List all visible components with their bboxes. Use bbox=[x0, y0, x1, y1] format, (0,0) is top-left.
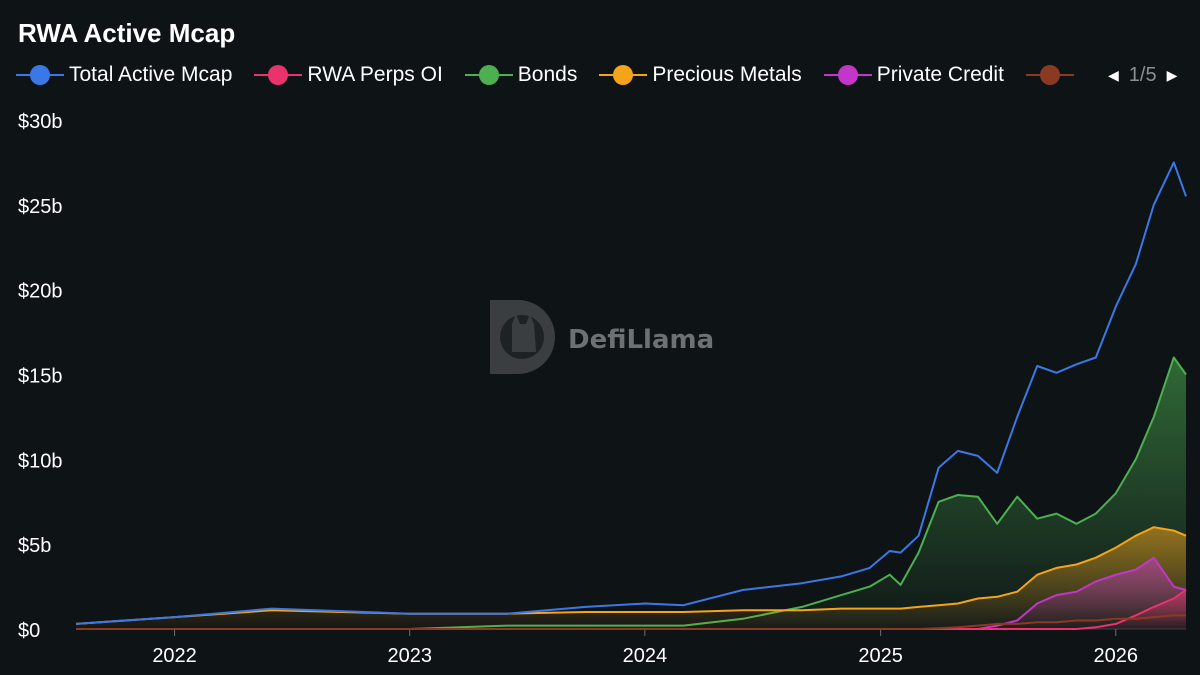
legend-swatch-icon bbox=[823, 65, 872, 85]
legend-label: Private Credit bbox=[876, 63, 1004, 86]
legend-swatch-icon bbox=[254, 65, 303, 85]
legend-label: RWA Perps OI bbox=[307, 63, 443, 86]
y-tick-label: $10b bbox=[18, 450, 63, 472]
y-tick-label: $15b bbox=[18, 366, 63, 388]
legend-swatch-icon bbox=[1025, 65, 1074, 85]
llama-logo-icon bbox=[490, 300, 555, 374]
legend: Total Active Mcap RWA Perps OI Bonds Precio… bbox=[16, 60, 1101, 90]
legend-swatch-icon bbox=[16, 65, 64, 85]
x-tick-label: 2026 bbox=[1094, 645, 1139, 667]
series-line-series-5 bbox=[76, 614, 1186, 630]
x-tick-label: 2025 bbox=[858, 645, 903, 667]
legend-item[interactable]: Precious Metals bbox=[599, 63, 802, 87]
y-tick-label: $25b bbox=[18, 196, 63, 218]
legend-item[interactable]: RWA Perps OI bbox=[254, 63, 443, 87]
legend-item[interactable]: Private Credit bbox=[823, 63, 1004, 87]
plot-area bbox=[75, 161, 1187, 630]
y-tick-label: $30b bbox=[18, 111, 63, 133]
legend-item[interactable]: Total Active Mcap bbox=[16, 63, 232, 87]
x-tick-label: 2023 bbox=[387, 645, 432, 667]
chart-title: RWA Active Mcap bbox=[18, 18, 236, 48]
legend-prev-button[interactable]: ◀ bbox=[1108, 66, 1119, 83]
y-tick-label: $5b bbox=[18, 535, 51, 557]
legend-item[interactable]: Bonds bbox=[464, 63, 578, 87]
series-line-precious-metals bbox=[75, 526, 1187, 625]
series-area-bonds bbox=[76, 357, 1186, 629]
legend-label: Bonds bbox=[517, 63, 578, 86]
legend-label: Total Active Mcap bbox=[69, 63, 233, 86]
y-tick-label: $0 bbox=[18, 620, 40, 642]
legend-swatch-icon bbox=[599, 65, 648, 85]
x-axis: 2022 2023 2024 2025 2026 bbox=[76, 628, 1186, 667]
watermark-text: DefiLlama bbox=[568, 325, 714, 355]
legend-pager: ◀ 1/5 ▶ bbox=[1104, 60, 1181, 90]
legend-page-indicator: 1/5 bbox=[1128, 63, 1157, 86]
x-tick-label: 2024 bbox=[623, 645, 668, 667]
x-tick-label: 2022 bbox=[152, 645, 197, 667]
y-tick-label: $20b bbox=[18, 281, 63, 303]
series-line-total-active-mcap bbox=[75, 161, 1187, 625]
legend-label: Precious Metals bbox=[652, 63, 802, 86]
y-axis: $0 $5b $10b $15b $20b $25b $30b bbox=[18, 111, 63, 642]
legend-item[interactable] bbox=[1025, 65, 1079, 85]
legend-next-button[interactable]: ▶ bbox=[1166, 66, 1178, 83]
legend-swatch-icon bbox=[464, 65, 513, 85]
series-area-private-credit bbox=[76, 557, 1186, 629]
defillama-watermark: DefiLlama bbox=[490, 300, 714, 374]
